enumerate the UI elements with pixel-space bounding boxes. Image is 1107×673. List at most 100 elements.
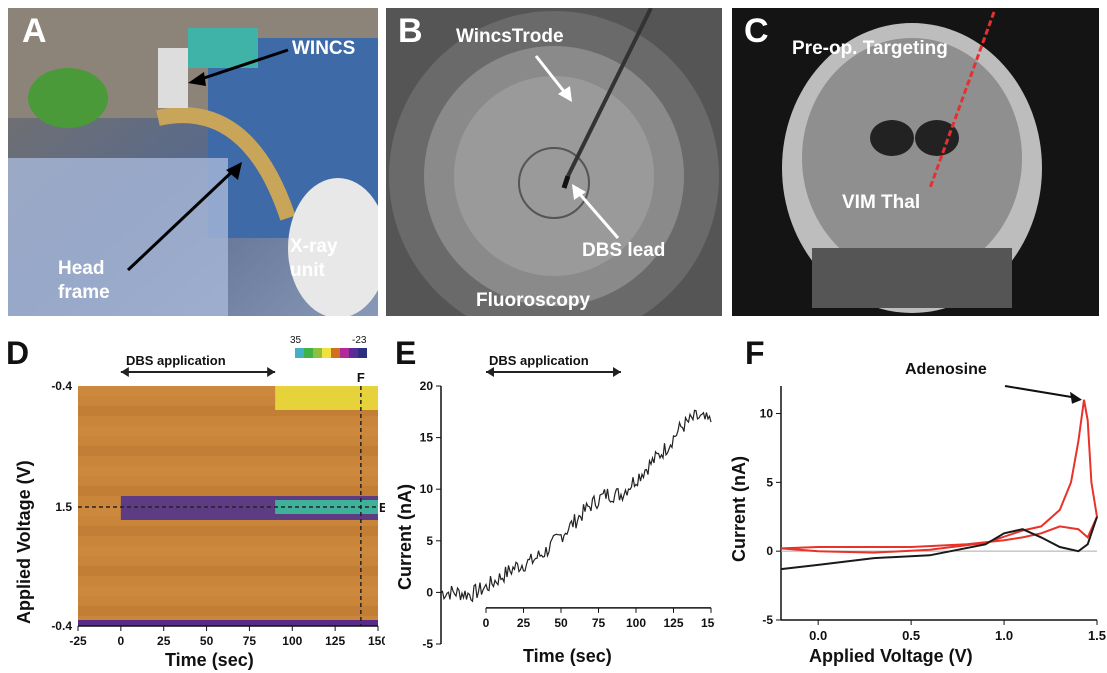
dbs-lead-label: DBS lead (582, 240, 666, 261)
colorbar-swatch (331, 348, 340, 358)
targeting-label: Pre-op. Targeting (792, 38, 948, 59)
y-tick-label: 0 (426, 585, 433, 599)
heatmap-bottom-band (78, 620, 378, 626)
heatmap-stripe (78, 566, 378, 576)
colorbar-swatch (358, 348, 367, 358)
head-frame-label-2: frame (58, 282, 110, 303)
heatmap-stripe (78, 606, 378, 616)
y-tick-label: -5 (762, 613, 773, 627)
colorbar-swatch (313, 348, 322, 358)
wincs-label: WINCS (292, 38, 356, 59)
heatmap-stripe (78, 406, 378, 416)
x-tick-label: 125 (325, 634, 345, 648)
y-tick-label: 10 (420, 482, 434, 496)
panel-d-plot-area (78, 386, 378, 627)
panel-a-photo: A WINCS Head frame X-ray unit (8, 8, 378, 316)
x-tick-label: 50 (554, 616, 568, 630)
vim-thal-label: VIM Thal (842, 192, 921, 213)
x-tick-label: 25 (157, 634, 171, 648)
colorbar-swatch (322, 348, 331, 358)
panel-d-ylabel: Applied Voltage (V) (14, 460, 34, 624)
series-line (440, 409, 712, 603)
y-tick-label: -0.4 (51, 379, 72, 393)
panel-c-letter: C (744, 12, 769, 50)
panel-f-line-chart: F Adenosine -5 0 5 10 0.0 0.5 1.0 1.5 Applied V… (729, 335, 1106, 666)
panel-e-line-chart: E DBS application -5 0 5 10 15 20 0 25 50 75 100 12… (395, 335, 715, 666)
y-tick-label: 0 (766, 544, 773, 558)
panel-d-heatmap-chart: D DBS application 35 -23 F E -25 0 25 50 75 1… (6, 335, 385, 670)
panel-d-letter: D (6, 335, 29, 371)
panel-e-plot-area: -5 0 5 10 15 20 0 25 50 75 100 125 150 (420, 379, 715, 651)
y-tick-label: -0.4 (51, 619, 72, 633)
wincstrode-label: WincsTrode (456, 26, 564, 47)
panel-e-annotation-arrow-left-head (486, 367, 494, 377)
x-tick-label: 75 (592, 616, 606, 630)
panel-d-marker-e: E (379, 500, 385, 515)
x-tick-label: 125 (663, 616, 683, 630)
colorbar-swatch (295, 348, 304, 358)
head-frame-label-1: Head (58, 258, 105, 279)
heatmap-stripe (78, 486, 378, 496)
panel-d-colorbar-max: -23 (352, 335, 367, 346)
heatmap-top-region (275, 386, 378, 410)
heatmap-stripe (78, 586, 378, 596)
heatmap-stripe (78, 386, 378, 396)
panel-f-xlabel: Applied Voltage (V) (809, 646, 973, 666)
panel-e-annotation: DBS application (489, 353, 589, 368)
x-tick-label: 150 (368, 634, 385, 648)
operating-room-photo (8, 8, 378, 316)
panel-e-xlabel: Time (sec) (523, 646, 612, 666)
fluoroscopy-label: Fluoroscopy (476, 290, 591, 311)
heatmap-stripe (78, 426, 378, 436)
heatmap-stripe (78, 446, 378, 456)
xray-label-1: X-ray (290, 236, 338, 257)
x-tick-label: 50 (200, 634, 214, 648)
panel-d-annotation-arrow-right-head (267, 367, 276, 377)
y-tick-label: -5 (422, 637, 433, 651)
panel-f-ylabel: Current (nA) (729, 456, 749, 562)
panel-f-annotation: Adenosine (905, 361, 987, 378)
panel-d-x-ticks: -25 0 25 50 75 100 125 150 (69, 626, 385, 648)
panel-d-marker-f: F (357, 370, 365, 385)
panel-a-arrows (126, 48, 289, 272)
x-tick-label: 1.5 (1088, 628, 1106, 643)
panel-e-letter: E (395, 335, 416, 371)
panel-e-ylabel: Current (nA) (395, 484, 415, 590)
y-tick-label: 10 (760, 407, 774, 421)
fluoroscopy-image (386, 8, 722, 316)
y-tick-label: 20 (420, 379, 434, 393)
colorbar-swatch (340, 348, 349, 358)
x-tick-label: 0 (483, 616, 490, 630)
panel-d-annotation-arrow-left-head (120, 367, 129, 377)
adenosine-arrow-head (1069, 391, 1082, 404)
panel-a-letter: A (22, 12, 47, 50)
heatmap-stripe (78, 526, 378, 536)
series-line (780, 516, 1098, 571)
xray-label-2: unit (290, 260, 325, 281)
y-tick-label: 1.5 (55, 500, 72, 514)
panel-d-colorbar-min: 35 (290, 335, 302, 346)
panel-d-annotation: DBS application (126, 353, 226, 368)
colorbar-swatch (304, 348, 313, 358)
x-tick-label: 0 (118, 634, 125, 648)
panel-f-plot-area: -5 0 5 10 0.0 0.5 1.0 1.5 (760, 385, 1106, 643)
adenosine-arrow (1004, 385, 1077, 399)
x-tick-label: 100 (626, 616, 646, 630)
panel-b-fluoroscopy: B WincsTrode DBS lead Fluoroscopy (386, 8, 722, 316)
panel-d-y-ticks: -0.4 1.5 -0.4 (51, 379, 72, 633)
mri-image (732, 8, 1099, 316)
x-tick-label: -25 (69, 634, 87, 648)
panel-d-xlabel: Time (sec) (165, 650, 254, 670)
panel-e-annotation-arrow-right-head (613, 367, 621, 377)
panel-b-letter: B (398, 12, 423, 50)
panel-c-mri: C Pre-op. Targeting VIM Thal (732, 8, 1099, 316)
x-tick-label: 75 (243, 634, 257, 648)
x-tick-label: 1.0 (995, 628, 1013, 643)
x-tick-label: 0.5 (902, 628, 920, 643)
heatmap-stripe (78, 546, 378, 556)
y-tick-label: 5 (766, 475, 773, 489)
x-tick-label: 0.0 (809, 628, 827, 643)
series-line (780, 399, 1099, 554)
panel-f-letter: F (745, 335, 765, 371)
heatmap-stripe (78, 466, 378, 476)
